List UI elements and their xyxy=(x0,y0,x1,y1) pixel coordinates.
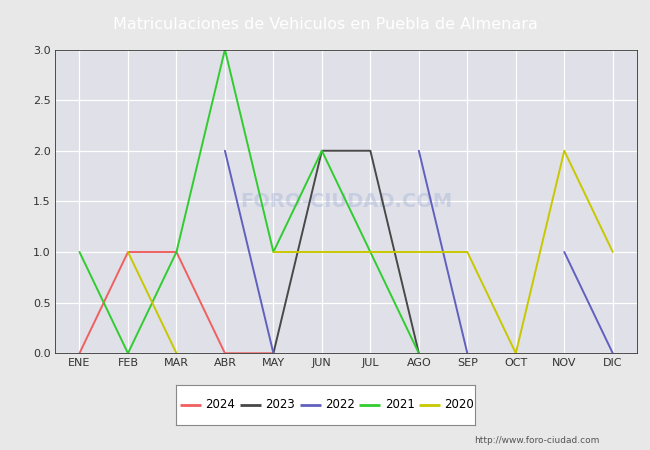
Text: Matriculaciones de Vehiculos en Puebla de Almenara: Matriculaciones de Vehiculos en Puebla d… xyxy=(112,17,538,32)
Text: http://www.foro-ciudad.com: http://www.foro-ciudad.com xyxy=(474,436,600,445)
Text: 2023: 2023 xyxy=(265,399,295,411)
Text: 2021: 2021 xyxy=(385,399,415,411)
Text: 2020: 2020 xyxy=(445,399,474,411)
Text: 2022: 2022 xyxy=(325,399,355,411)
Text: 2024: 2024 xyxy=(205,399,235,411)
Text: FORO-CIUDAD.COM: FORO-CIUDAD.COM xyxy=(240,192,452,211)
